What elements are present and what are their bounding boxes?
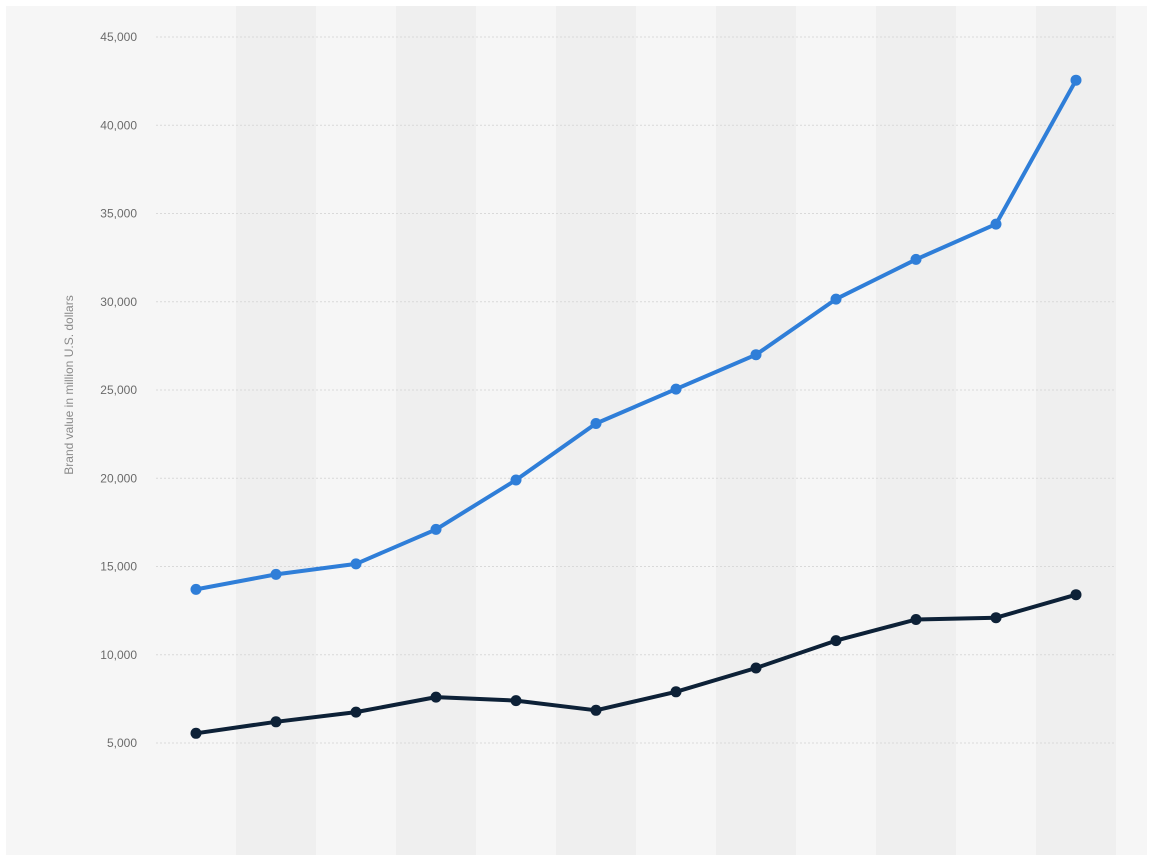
data-point[interactable] <box>590 418 602 429</box>
y-tick-label: 5,000 <box>107 736 137 750</box>
data-point[interactable] <box>830 635 842 647</box>
column-band <box>636 6 716 855</box>
column-band <box>796 6 876 855</box>
y-tick-label: 20,000 <box>100 471 137 485</box>
data-point[interactable] <box>190 583 202 595</box>
data-point[interactable] <box>590 704 602 716</box>
y-tick-label: 40,000 <box>100 118 137 132</box>
data-point[interactable] <box>670 686 682 698</box>
column-band <box>236 6 316 855</box>
data-point[interactable] <box>750 662 762 674</box>
data-point[interactable] <box>750 349 762 361</box>
data-point[interactable] <box>510 695 522 707</box>
series-points <box>190 74 1082 739</box>
data-point[interactable] <box>190 727 202 739</box>
data-point[interactable] <box>350 706 362 718</box>
y-tick-label: 30,000 <box>100 295 137 309</box>
column-band <box>476 6 556 855</box>
data-point[interactable] <box>1070 589 1082 601</box>
column-bands <box>156 6 1116 855</box>
column-band <box>956 6 1036 855</box>
column-band <box>716 6 796 855</box>
column-band <box>396 6 476 855</box>
gridlines <box>156 36 1116 744</box>
data-point[interactable] <box>910 614 922 625</box>
data-point[interactable] <box>430 523 442 535</box>
data-point[interactable] <box>350 558 362 570</box>
data-point[interactable] <box>430 691 442 703</box>
data-point[interactable] <box>270 568 282 580</box>
column-band <box>556 6 636 855</box>
data-point[interactable] <box>270 716 282 728</box>
column-band <box>316 6 396 855</box>
column-band <box>1036 6 1116 855</box>
data-point[interactable] <box>670 383 682 395</box>
y-tick-label: 45,000 <box>100 30 137 44</box>
y-axis-title: Brand value in million U.S. dollars <box>62 295 76 474</box>
column-band <box>156 6 236 855</box>
series-lines <box>194 78 1078 736</box>
data-point[interactable] <box>990 218 1002 230</box>
series-line-2 <box>194 592 1078 736</box>
series-line-1 <box>194 78 1078 592</box>
y-tick-label: 35,000 <box>100 207 137 221</box>
column-band <box>876 6 956 855</box>
y-tick-label: 15,000 <box>100 560 137 574</box>
data-point[interactable] <box>910 253 922 265</box>
data-point[interactable] <box>1070 74 1082 86</box>
y-axis-tick-labels: 5,000 10,000 15,000 20,000 25,000 30,000 35,00… <box>100 30 137 750</box>
y-tick-label: 25,000 <box>100 383 137 397</box>
y-tick-label: 10,000 <box>100 648 137 662</box>
data-point[interactable] <box>990 612 1002 624</box>
data-point[interactable] <box>830 293 842 305</box>
data-point[interactable] <box>510 474 522 486</box>
